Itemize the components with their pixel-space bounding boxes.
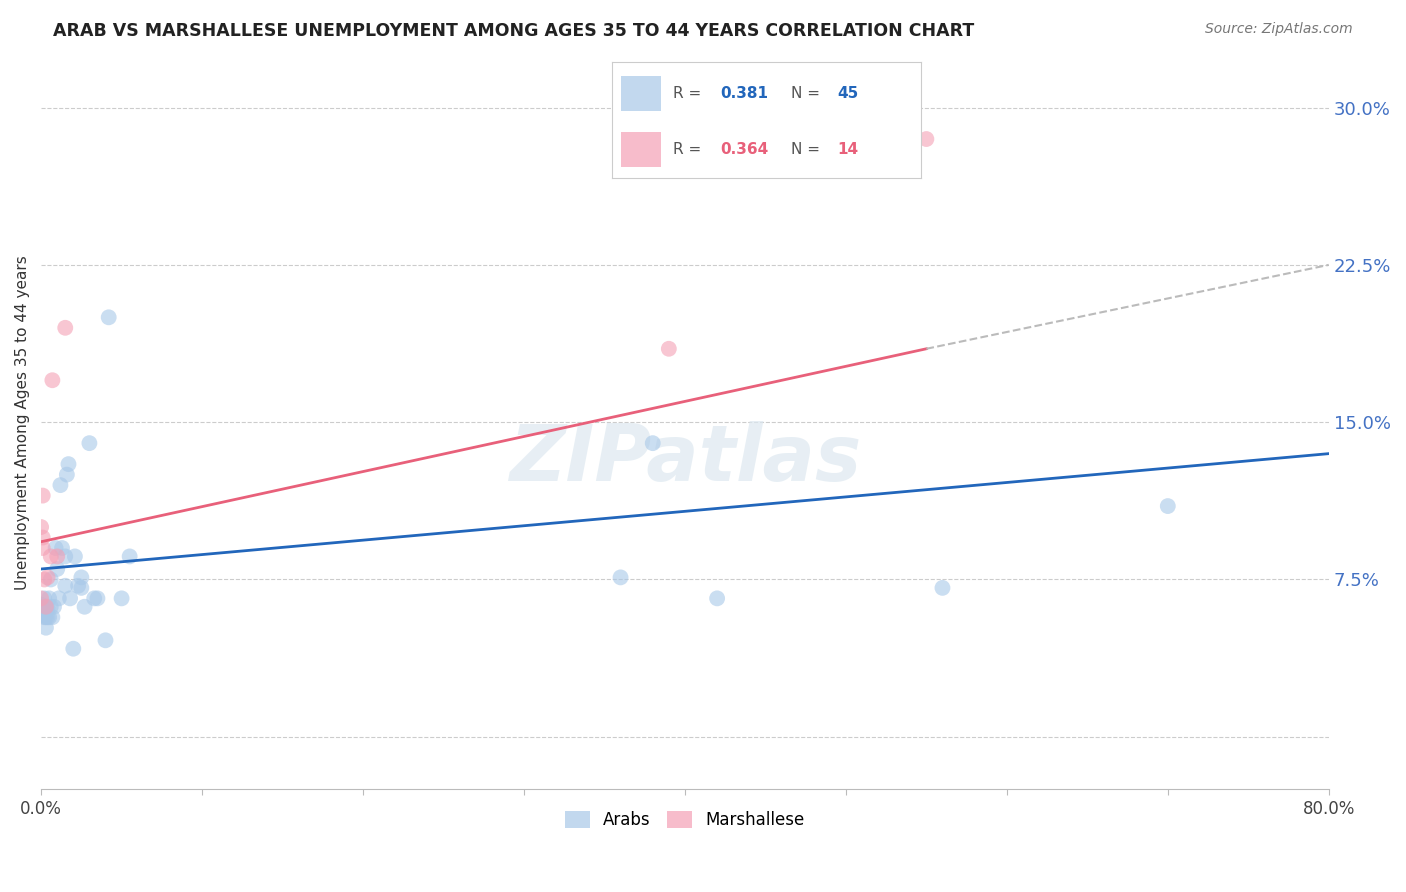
Y-axis label: Unemployment Among Ages 35 to 44 years: Unemployment Among Ages 35 to 44 years	[15, 255, 30, 590]
Text: 14: 14	[838, 142, 859, 157]
Point	[42, 599, 65, 614]
Text: R =: R =	[673, 142, 707, 157]
Point	[53, 579, 76, 593]
Point	[915, 132, 938, 146]
Point	[30, 604, 52, 618]
Point	[35, 602, 58, 616]
Point	[53, 320, 76, 334]
Point	[46, 549, 69, 564]
Point	[31, 541, 53, 555]
Point	[58, 457, 80, 471]
Point	[31, 531, 53, 545]
Point	[39, 573, 62, 587]
Point	[609, 570, 631, 584]
Point	[30, 591, 52, 606]
Point	[56, 467, 79, 482]
Point	[79, 436, 101, 450]
Point	[35, 621, 58, 635]
Text: 0.364: 0.364	[720, 142, 768, 157]
Text: ARAB VS MARSHALLESE UNEMPLOYMENT AMONG AGES 35 TO 44 YEARS CORRELATION CHART: ARAB VS MARSHALLESE UNEMPLOYMENT AMONG A…	[53, 22, 974, 40]
Point	[46, 562, 69, 576]
Text: 45: 45	[838, 87, 859, 102]
Point	[39, 599, 62, 614]
Point	[34, 610, 56, 624]
Text: ZIPatlas: ZIPatlas	[509, 421, 860, 497]
Point	[63, 549, 86, 564]
Point	[31, 599, 53, 614]
Point	[641, 436, 664, 450]
Text: N =: N =	[792, 142, 825, 157]
Point	[31, 489, 53, 503]
Point	[30, 598, 52, 612]
Point	[45, 541, 67, 555]
FancyBboxPatch shape	[621, 132, 661, 167]
Point	[73, 599, 96, 614]
Point	[86, 591, 108, 606]
Point	[97, 310, 120, 325]
Point	[49, 478, 72, 492]
Point	[39, 549, 62, 564]
Point	[41, 373, 63, 387]
Point	[70, 581, 93, 595]
Legend: Arabs, Marshallese: Arabs, Marshallese	[558, 805, 811, 836]
Point	[38, 591, 60, 606]
Point	[1157, 499, 1180, 513]
Point	[53, 549, 76, 564]
Point	[35, 610, 58, 624]
Point	[34, 573, 56, 587]
Point	[110, 591, 132, 606]
Point	[41, 610, 63, 624]
FancyBboxPatch shape	[621, 77, 661, 112]
Point	[37, 602, 59, 616]
Point	[59, 591, 82, 606]
Text: 0.381: 0.381	[720, 87, 768, 102]
Point	[34, 591, 56, 606]
Point	[118, 549, 141, 564]
Text: N =: N =	[792, 87, 825, 102]
Point	[51, 541, 73, 555]
Point	[31, 608, 53, 623]
Point	[62, 641, 84, 656]
Point	[37, 570, 59, 584]
Point	[70, 570, 93, 584]
Point	[94, 633, 117, 648]
Point	[658, 342, 681, 356]
Point	[38, 610, 60, 624]
Point	[30, 520, 52, 534]
Text: Source: ZipAtlas.com: Source: ZipAtlas.com	[1205, 22, 1353, 37]
Point	[48, 591, 70, 606]
Point	[931, 581, 953, 595]
Point	[706, 591, 728, 606]
Point	[37, 610, 59, 624]
Text: R =: R =	[673, 87, 707, 102]
Point	[35, 599, 58, 614]
Point	[67, 579, 90, 593]
Point	[83, 591, 105, 606]
